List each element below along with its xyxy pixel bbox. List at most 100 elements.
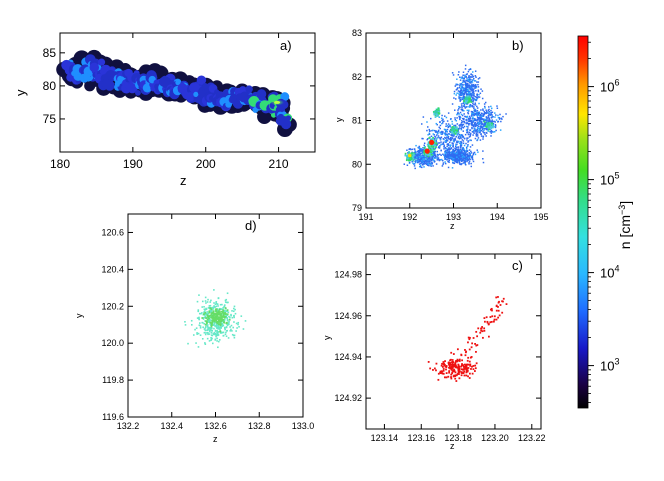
clump-cell [469, 97, 471, 100]
density-cell [467, 112, 469, 114]
density-cell [474, 70, 477, 72]
particle [469, 336, 471, 339]
density-cell [470, 99, 472, 102]
density-cell [470, 121, 473, 124]
density-cell [488, 112, 490, 114]
density-cell [468, 86, 471, 89]
density-cell [468, 117, 471, 120]
particle [209, 304, 212, 307]
density-cell [473, 103, 475, 106]
clump-cell [490, 127, 493, 129]
density-cell [427, 134, 429, 136]
density-cell [478, 93, 480, 96]
particle [236, 327, 238, 329]
density-cell [454, 109, 456, 111]
particle [225, 326, 228, 329]
density-cell [446, 130, 448, 133]
density-cell [491, 111, 494, 114]
particle-dense [213, 320, 216, 323]
density-cell [445, 123, 447, 125]
density-cell [447, 158, 449, 160]
panel-c: 123.14 123.16 123.18 123.20 123.22124.92124.… [322, 253, 546, 451]
density-cell [475, 110, 477, 112]
particle [210, 311, 212, 314]
density-cell [470, 76, 472, 78]
density-cell [455, 159, 458, 161]
density-cell [460, 97, 463, 99]
density-cell [472, 90, 475, 93]
density-cell [463, 96, 466, 98]
density-cell [463, 137, 466, 140]
particle [220, 322, 223, 324]
density-cell [442, 131, 444, 133]
particle [222, 306, 224, 309]
density-cell [446, 154, 448, 156]
density-cell [458, 92, 460, 95]
density-cell [422, 137, 424, 140]
particle [232, 307, 235, 310]
density-cell [470, 115, 473, 117]
density-cell [472, 117, 475, 120]
density-cell [440, 143, 443, 146]
density-cell [462, 93, 464, 95]
particle [195, 342, 197, 344]
density-cell [467, 80, 469, 82]
density-cell [463, 103, 466, 105]
particle [442, 372, 445, 375]
density-cell [455, 147, 457, 150]
density-cell [461, 98, 464, 101]
density-cell [452, 162, 454, 164]
clump-cell [490, 125, 493, 128]
density-cell [466, 90, 469, 93]
density-cell [485, 128, 488, 131]
density-cell [458, 151, 461, 154]
x-tick-label: 123.16 [407, 433, 435, 443]
density-cell [486, 117, 488, 119]
density-cell [494, 121, 496, 123]
filament-blob [135, 89, 141, 96]
density-cell [462, 80, 464, 82]
particle [448, 363, 450, 366]
density-cell [463, 93, 465, 95]
density-cell [465, 146, 468, 149]
y-tick-label: 82 [352, 72, 362, 82]
particle-dense [220, 312, 222, 315]
particle [208, 333, 211, 335]
density-cell [490, 105, 492, 108]
density-cell [461, 157, 463, 160]
density-cell [449, 155, 452, 157]
particle [470, 356, 473, 358]
density-cell [472, 99, 475, 102]
particle [457, 364, 460, 367]
colorbar-ramp [577, 35, 589, 409]
density-cell [473, 94, 475, 96]
density-cell [439, 138, 442, 140]
density-cell [416, 150, 419, 153]
particle [452, 364, 454, 366]
density-cell [475, 133, 477, 136]
particle-dense [208, 317, 210, 320]
density-cell [458, 161, 461, 164]
density-cell [462, 147, 465, 149]
density-cell [463, 80, 465, 82]
density-cell [470, 98, 472, 101]
density-cell [476, 107, 479, 109]
density-cell [471, 83, 473, 86]
particle [450, 367, 453, 370]
particle [222, 324, 225, 327]
clump-cell [427, 141, 430, 144]
density-cell [477, 123, 480, 126]
density-cell [453, 124, 455, 127]
density-cell [479, 92, 482, 95]
particle [471, 372, 474, 375]
density-cell [469, 85, 471, 87]
particle [456, 360, 458, 362]
density-cell [454, 117, 456, 119]
density-cell [451, 167, 454, 169]
particle [458, 360, 461, 362]
density-cell [490, 117, 493, 119]
particle [219, 303, 222, 306]
density-cell [472, 94, 474, 96]
density-cell [467, 144, 469, 146]
density-cell [449, 141, 451, 144]
